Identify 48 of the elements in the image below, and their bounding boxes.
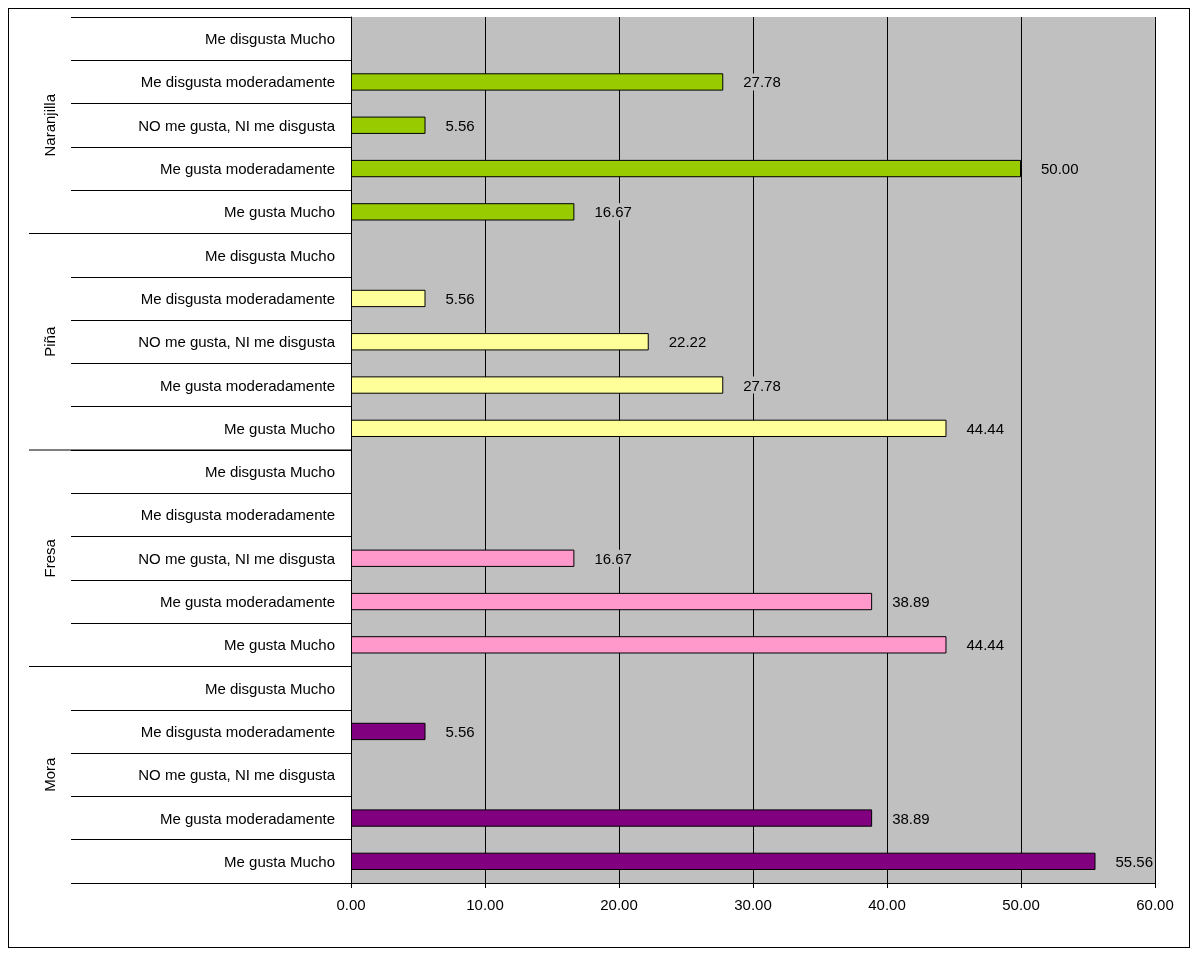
x-tick-label: 30.00 [734, 896, 772, 913]
data-label: 5.56 [445, 116, 475, 134]
y-tick-label: Me disgusta Mucho [204, 30, 335, 48]
data-label: 22.22 [668, 333, 707, 351]
data-label: 27.78 [743, 376, 781, 394]
x-tick-label: 50.00 [1002, 896, 1040, 913]
x-tick-label: 20.00 [600, 896, 638, 913]
y-tick-label: Me disgusta Mucho [204, 679, 335, 697]
data-label: 44.44 [966, 636, 1005, 654]
y-tick-label: NO me gusta, NI me disgusta [138, 333, 336, 351]
data-label: 27.78 [743, 73, 781, 91]
y-tick-label: Me gusta moderadamente [159, 809, 335, 827]
y-tick-label: Me disgusta moderadamente [140, 289, 335, 307]
text: Naranjilla [40, 93, 58, 157]
bar [351, 722, 426, 741]
data-label: 16.67 [594, 203, 632, 221]
y-tick-label: Me disgusta moderadamente [140, 73, 335, 91]
data-label: 50.00 [1041, 160, 1079, 178]
y-tick-label: Me gusta moderadamente [159, 160, 335, 178]
y-tick-label: Me gusta Mucho [224, 636, 335, 654]
y-tick-label: Me gusta moderadamente [159, 593, 335, 611]
y-tick-label: NO me gusta, NI me disgusta [138, 116, 336, 134]
y-tick-label: Me disgusta moderadamente [140, 506, 335, 524]
y-tick-label: Me disgusta moderadamente [140, 722, 335, 740]
y-tick-label: Me gusta Mucho [224, 203, 335, 221]
data-label: 5.56 [445, 722, 475, 740]
x-tick-label: 0.00 [336, 896, 366, 913]
x-tick-label: 60.00 [1136, 896, 1174, 913]
x-tick-label: 40.00 [868, 896, 906, 913]
bar [351, 116, 426, 134]
y-tick-label: Me gusta Mucho [224, 852, 335, 870]
data-label: 38.89 [892, 593, 930, 611]
bar [351, 289, 426, 308]
y-tick-label: Me gusta moderadamente [159, 376, 335, 394]
y-tick-label: Me disgusta Mucho [204, 246, 335, 264]
y-tick-label: NO me gusta, NI me disgusta [138, 549, 336, 567]
text: Piña [40, 326, 58, 357]
y-tick-label: Me disgusta Mucho [204, 463, 335, 481]
data-label: 16.67 [594, 549, 632, 567]
text: Fresa [40, 538, 58, 578]
data-label: 38.89 [892, 809, 930, 827]
data-label: 44.44 [966, 419, 1005, 437]
text: Mora [40, 757, 58, 792]
x-tick-label: 10.00 [466, 896, 504, 913]
data-label: 55.56 [1115, 852, 1154, 870]
y-tick-label: NO me gusta, NI me disgusta [138, 766, 336, 784]
y-tick-label: Me gusta Mucho [224, 419, 335, 437]
data-label: 5.56 [445, 289, 475, 307]
